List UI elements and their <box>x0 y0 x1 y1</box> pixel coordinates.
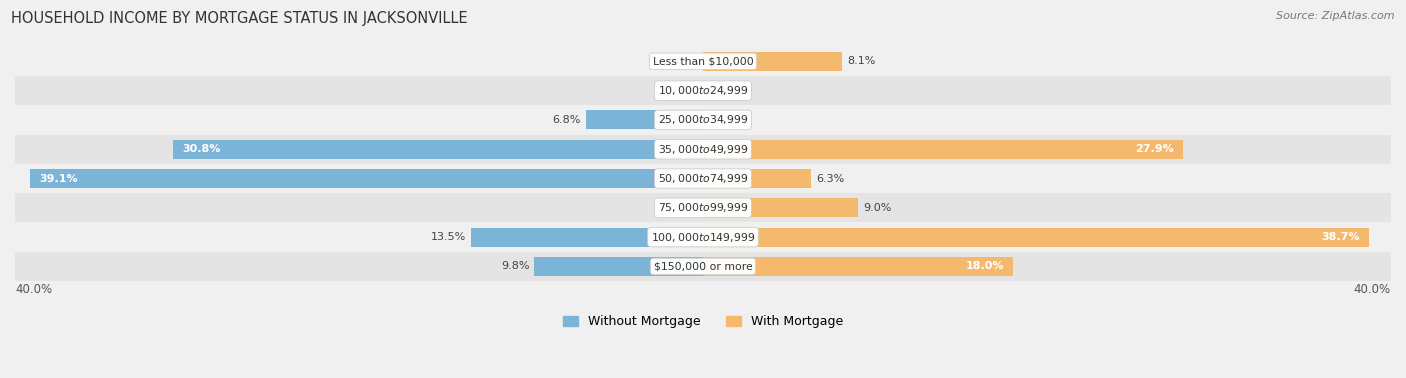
Text: HOUSEHOLD INCOME BY MORTGAGE STATUS IN JACKSONVILLE: HOUSEHOLD INCOME BY MORTGAGE STATUS IN J… <box>11 11 468 26</box>
Text: 0.0%: 0.0% <box>709 86 737 96</box>
Text: Source: ZipAtlas.com: Source: ZipAtlas.com <box>1277 11 1395 21</box>
Bar <box>703 257 1012 276</box>
Text: 0.0%: 0.0% <box>669 56 697 67</box>
Text: 0.0%: 0.0% <box>669 203 697 213</box>
Text: 9.8%: 9.8% <box>501 262 529 271</box>
Legend: Without Mortgage, With Mortgage: Without Mortgage, With Mortgage <box>562 316 844 328</box>
Text: 38.7%: 38.7% <box>1322 232 1360 242</box>
Text: $75,000 to $99,999: $75,000 to $99,999 <box>658 201 748 214</box>
Text: 40.0%: 40.0% <box>15 282 52 296</box>
Bar <box>7 105 1399 135</box>
Bar <box>471 228 703 247</box>
Bar <box>7 135 1399 164</box>
Text: $150,000 or more: $150,000 or more <box>654 262 752 271</box>
Bar <box>31 169 703 188</box>
Bar <box>7 252 1399 281</box>
Text: 8.1%: 8.1% <box>848 56 876 67</box>
Text: 30.8%: 30.8% <box>181 144 221 154</box>
Text: $35,000 to $49,999: $35,000 to $49,999 <box>658 143 748 156</box>
Text: $100,000 to $149,999: $100,000 to $149,999 <box>651 231 755 244</box>
Text: 9.0%: 9.0% <box>863 203 891 213</box>
Bar <box>703 140 1182 159</box>
Text: 0.0%: 0.0% <box>669 86 697 96</box>
Text: 39.1%: 39.1% <box>39 174 77 184</box>
Text: 13.5%: 13.5% <box>430 232 465 242</box>
Bar <box>7 223 1399 252</box>
Bar <box>534 257 703 276</box>
Text: 40.0%: 40.0% <box>1354 282 1391 296</box>
Bar <box>586 110 703 130</box>
Text: 6.8%: 6.8% <box>553 115 581 125</box>
Bar <box>703 228 1368 247</box>
Bar <box>703 169 811 188</box>
Bar <box>703 198 858 217</box>
Text: Less than $10,000: Less than $10,000 <box>652 56 754 67</box>
Bar <box>7 164 1399 193</box>
Text: 0.0%: 0.0% <box>709 115 737 125</box>
Text: $50,000 to $74,999: $50,000 to $74,999 <box>658 172 748 185</box>
Bar <box>703 52 842 71</box>
Bar <box>173 140 703 159</box>
Text: 6.3%: 6.3% <box>817 174 845 184</box>
Text: $10,000 to $24,999: $10,000 to $24,999 <box>658 84 748 97</box>
Text: $25,000 to $34,999: $25,000 to $34,999 <box>658 113 748 127</box>
Bar <box>7 47 1399 76</box>
Bar <box>7 76 1399 105</box>
Bar <box>7 193 1399 223</box>
Text: 27.9%: 27.9% <box>1136 144 1174 154</box>
Text: 18.0%: 18.0% <box>966 262 1004 271</box>
